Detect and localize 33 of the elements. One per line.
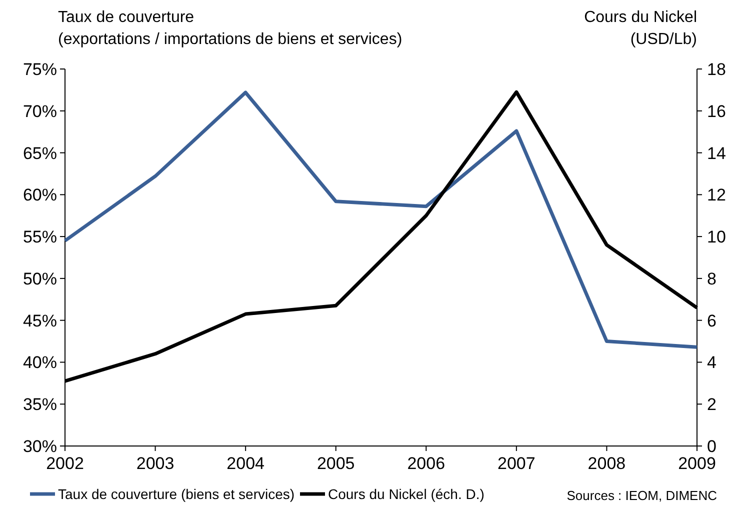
y2-tick-label: 18 [707,60,726,79]
y-tick-label: 40% [22,353,57,372]
y2-tick-label: 0 [707,437,716,456]
x-tick-label: 2003 [136,454,174,473]
source-note: Sources : IEOM, DIMENC [566,488,717,503]
y2-tick-label: 14 [707,144,726,163]
y2-tick-label: 16 [707,102,726,121]
y-tick-label: 30% [22,437,57,456]
y2-tick-label: 8 [707,269,716,288]
x-tick-label: 2009 [678,454,716,473]
y-tick-label: 35% [22,395,57,414]
y-axis-title: Taux de couverture (exportations / importations de biens et services) [58,9,402,48]
y2-tick-label: 10 [707,228,726,247]
legend-label: Taux de couverture (biens et services) [58,486,295,502]
x-tick-label: 2008 [588,454,626,473]
y2-axis-title: Cours du Nickel (USD/Lb) [584,9,697,48]
y-tick-label: 65% [22,144,57,163]
y2-tick-label: 4 [707,353,716,372]
y-tick-label: 50% [22,269,57,288]
x-tick-label: 2002 [46,454,84,473]
x-tick-label: 2006 [407,454,446,473]
y-tick-label: 70% [22,102,57,121]
y-tick-label: 45% [22,311,57,330]
y-tick-label: 60% [22,186,57,205]
y2-tick-label: 6 [707,311,716,330]
x-tick-label: 2007 [498,454,536,473]
x-tick-label: 2004 [226,454,264,473]
y2-tick-label: 12 [707,186,726,205]
legend-label: Cours du Nickel (éch. D.) [328,486,484,502]
x-tick-label: 2005 [316,454,355,473]
y-tick-label: 75% [22,60,57,79]
y2-tick-label: 2 [707,395,716,414]
y-tick-label: 55% [22,228,57,247]
